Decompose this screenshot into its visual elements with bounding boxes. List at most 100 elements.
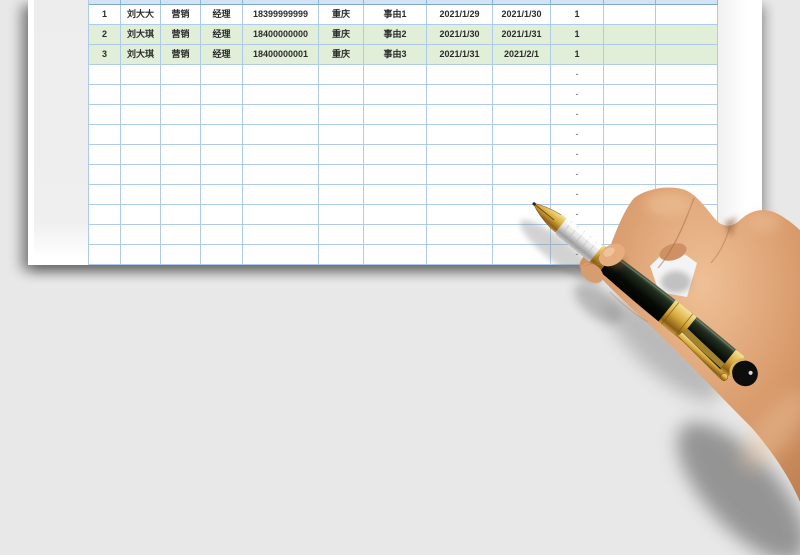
table-cell[interactable]: [656, 125, 718, 145]
header-cell[interactable]: [604, 0, 656, 5]
table-cell[interactable]: [427, 165, 493, 185]
table-cell[interactable]: [493, 185, 551, 205]
table-cell[interactable]: [604, 85, 656, 105]
table-cell[interactable]: [364, 145, 427, 165]
table-cell[interactable]: [201, 165, 243, 185]
table-cell[interactable]: 2021/2/1: [493, 45, 551, 65]
table-cell[interactable]: [121, 165, 161, 185]
table-cell[interactable]: [243, 165, 319, 185]
table-cell[interactable]: [427, 205, 493, 225]
table-cell[interactable]: [161, 65, 201, 85]
table-cell[interactable]: [89, 225, 121, 245]
table-cell[interactable]: [243, 185, 319, 205]
header-cell[interactable]: [551, 0, 604, 5]
header-cell[interactable]: [243, 0, 319, 5]
table-cell[interactable]: [201, 125, 243, 145]
table-cell[interactable]: [89, 245, 121, 265]
table-cell[interactable]: [427, 185, 493, 205]
table-cell[interactable]: 3: [89, 45, 121, 65]
table-cell[interactable]: [364, 225, 427, 245]
table-cell[interactable]: [493, 105, 551, 125]
table-cell[interactable]: [121, 105, 161, 125]
table-cell[interactable]: [656, 5, 718, 25]
table-cell[interactable]: 刘大琪: [121, 25, 161, 45]
table-cell[interactable]: [161, 205, 201, 225]
table-cell[interactable]: 18400000000: [243, 25, 319, 45]
table-cell[interactable]: [243, 65, 319, 85]
table-cell[interactable]: 事由2: [364, 25, 427, 45]
table-cell[interactable]: [656, 85, 718, 105]
table-cell[interactable]: [121, 125, 161, 145]
table-cell[interactable]: [121, 85, 161, 105]
table-cell[interactable]: [319, 165, 364, 185]
table-cell[interactable]: [319, 205, 364, 225]
table-cell[interactable]: [89, 85, 121, 105]
table-cell[interactable]: [319, 145, 364, 165]
table-cell[interactable]: [319, 225, 364, 245]
table-cell[interactable]: [364, 185, 427, 205]
table-cell[interactable]: [364, 105, 427, 125]
table-cell[interactable]: [89, 205, 121, 225]
table-cell[interactable]: [201, 245, 243, 265]
table-cell[interactable]: -: [551, 205, 604, 225]
table-cell[interactable]: [243, 125, 319, 145]
table-cell[interactable]: [201, 105, 243, 125]
table-cell[interactable]: [427, 125, 493, 145]
table-cell[interactable]: 2021/1/31: [493, 25, 551, 45]
table-cell[interactable]: 营销: [161, 45, 201, 65]
table-cell[interactable]: 事由1: [364, 5, 427, 25]
table-cell[interactable]: [319, 245, 364, 265]
table-cell[interactable]: [161, 165, 201, 185]
table-cell[interactable]: [121, 65, 161, 85]
table-cell[interactable]: -: [551, 125, 604, 145]
header-cell[interactable]: [493, 0, 551, 5]
table-cell[interactable]: [493, 165, 551, 185]
table-cell[interactable]: [89, 105, 121, 125]
table-cell[interactable]: [243, 105, 319, 125]
table-cell[interactable]: [89, 145, 121, 165]
table-cell[interactable]: [656, 65, 718, 85]
header-cell[interactable]: [201, 0, 243, 5]
table-cell[interactable]: [364, 65, 427, 85]
table-cell[interactable]: 1: [89, 5, 121, 25]
table-cell[interactable]: [201, 225, 243, 245]
table-cell[interactable]: [319, 185, 364, 205]
table-cell[interactable]: [493, 65, 551, 85]
table-cell[interactable]: [493, 85, 551, 105]
table-cell[interactable]: [656, 105, 718, 125]
table-cell[interactable]: [201, 205, 243, 225]
table-cell[interactable]: [427, 245, 493, 265]
table-cell[interactable]: [161, 245, 201, 265]
table-cell[interactable]: 1: [551, 5, 604, 25]
table-cell[interactable]: [89, 125, 121, 145]
table-cell[interactable]: [364, 205, 427, 225]
table-cell[interactable]: 营销: [161, 5, 201, 25]
table-cell[interactable]: [604, 165, 656, 185]
table-cell[interactable]: [604, 45, 656, 65]
header-cell[interactable]: [89, 0, 121, 5]
table-cell[interactable]: [364, 125, 427, 145]
table-cell[interactable]: [243, 85, 319, 105]
table-cell[interactable]: [243, 145, 319, 165]
table-cell[interactable]: [493, 145, 551, 165]
table-cell[interactable]: [121, 245, 161, 265]
table-cell[interactable]: [161, 145, 201, 165]
table-cell[interactable]: [121, 225, 161, 245]
table-cell[interactable]: [656, 145, 718, 165]
table-cell[interactable]: [161, 85, 201, 105]
table-cell[interactable]: [604, 145, 656, 165]
table-cell[interactable]: [493, 125, 551, 145]
table-cell[interactable]: 1: [551, 45, 604, 65]
table-cell[interactable]: [161, 125, 201, 145]
header-cell[interactable]: [319, 0, 364, 5]
table-cell[interactable]: [319, 85, 364, 105]
table-cell[interactable]: [161, 185, 201, 205]
table-cell[interactable]: [319, 105, 364, 125]
table-cell[interactable]: [656, 25, 718, 45]
table-cell[interactable]: [201, 65, 243, 85]
table-cell[interactable]: [161, 225, 201, 245]
table-cell[interactable]: -: [551, 165, 604, 185]
table-cell[interactable]: -: [551, 185, 604, 205]
header-cell[interactable]: [656, 0, 718, 5]
table-cell[interactable]: 重庆: [319, 45, 364, 65]
